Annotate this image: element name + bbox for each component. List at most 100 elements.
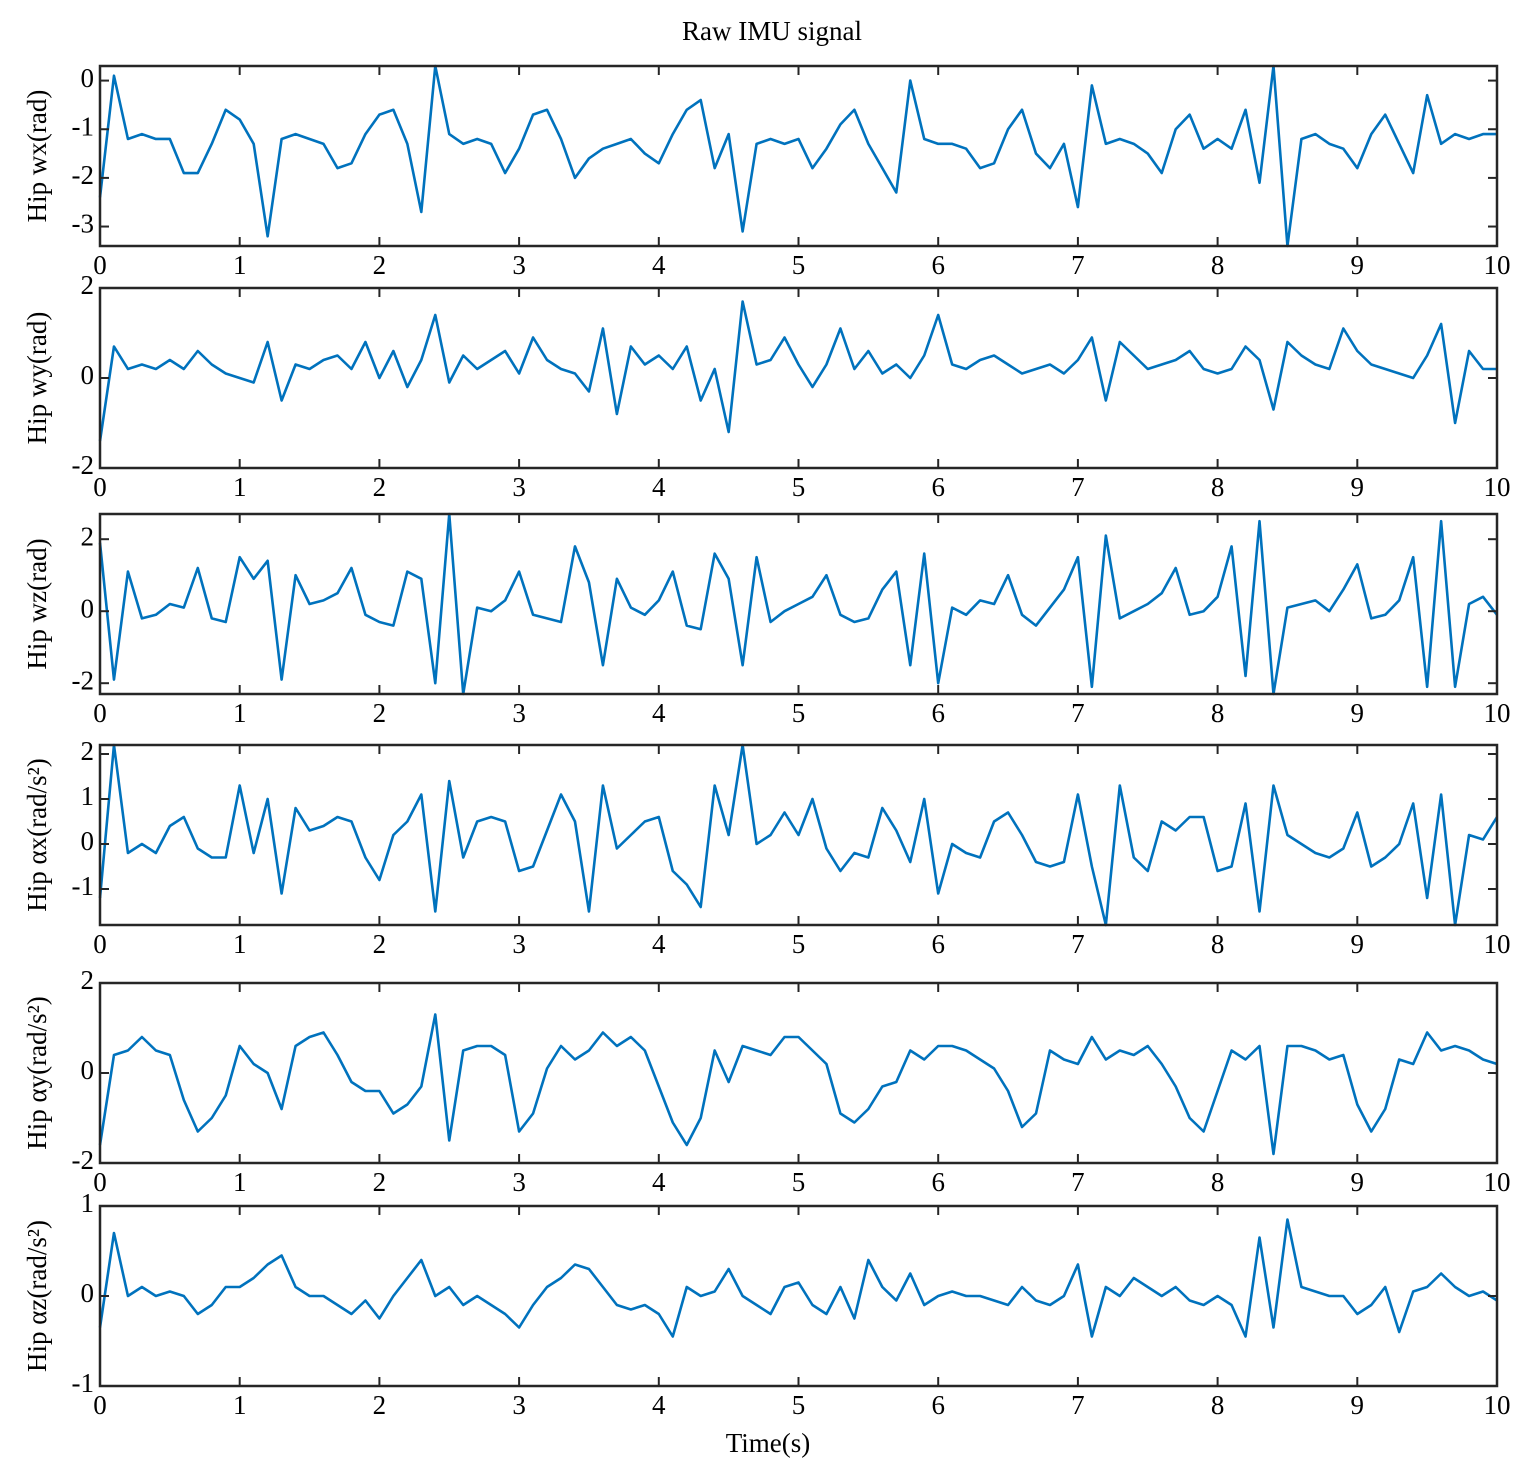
x-tick-label: 10 bbox=[1484, 250, 1511, 280]
x-tick-label: 6 bbox=[931, 929, 945, 959]
x-tick-label: 4 bbox=[652, 1167, 666, 1197]
x-tick-label: 1 bbox=[233, 250, 247, 280]
x-tick-label: 2 bbox=[373, 250, 387, 280]
x-tick-label: 4 bbox=[652, 250, 666, 280]
x-tick-label: 8 bbox=[1211, 472, 1225, 502]
x-tick-label: 5 bbox=[792, 1167, 806, 1197]
x-tick-label: 4 bbox=[652, 929, 666, 959]
x-tick-label: 4 bbox=[652, 698, 666, 728]
x-tick-label: 5 bbox=[792, 472, 806, 502]
x-tick-label: 5 bbox=[792, 698, 806, 728]
x-tick-label: 7 bbox=[1071, 1390, 1085, 1420]
y-tick-label: -1 bbox=[72, 111, 95, 141]
x-tick-label: 5 bbox=[792, 1390, 806, 1420]
y-tick-label: -1 bbox=[72, 1368, 95, 1398]
x-tick-label: 1 bbox=[233, 1390, 247, 1420]
y-axis-label: Hip wy(rad) bbox=[22, 312, 52, 445]
y-tick-label: 0 bbox=[81, 593, 95, 623]
x-tick-label: 3 bbox=[512, 698, 526, 728]
x-tick-label: 9 bbox=[1351, 698, 1365, 728]
x-tick-label: 2 bbox=[373, 1390, 387, 1420]
y-tick-label: 2 bbox=[81, 965, 95, 995]
x-tick-label: 6 bbox=[931, 250, 945, 280]
x-tick-label: 9 bbox=[1351, 472, 1365, 502]
y-tick-label: 2 bbox=[81, 521, 95, 551]
x-tick-label: 0 bbox=[93, 1390, 107, 1420]
x-tick-label: 10 bbox=[1484, 1390, 1511, 1420]
x-tick-label: 10 bbox=[1484, 1167, 1511, 1197]
x-tick-label: 2 bbox=[373, 1167, 387, 1197]
x-tick-label: 7 bbox=[1071, 698, 1085, 728]
x-tick-label: 0 bbox=[93, 472, 107, 502]
x-tick-label: 6 bbox=[931, 698, 945, 728]
x-tick-label: 9 bbox=[1351, 929, 1365, 959]
x-tick-label: 7 bbox=[1071, 1167, 1085, 1197]
y-tick-label: 0 bbox=[81, 1278, 95, 1308]
x-tick-label: 8 bbox=[1211, 698, 1225, 728]
x-tick-label: 10 bbox=[1484, 698, 1511, 728]
y-tick-label: 0 bbox=[81, 63, 95, 93]
x-tick-label: 8 bbox=[1211, 250, 1225, 280]
y-axis-label: Hip wz(rad) bbox=[22, 538, 52, 669]
y-tick-label: -1 bbox=[72, 871, 95, 901]
signal-line bbox=[98, 1013, 1498, 1156]
y-axis-label: Hip αy(rad/s²) bbox=[22, 996, 52, 1149]
x-tick-label: 8 bbox=[1211, 1390, 1225, 1420]
x-axis-label: Time(s) bbox=[726, 1428, 811, 1458]
signal-line bbox=[98, 1218, 1498, 1338]
x-tick-label: 6 bbox=[931, 1390, 945, 1420]
x-tick-label: 0 bbox=[93, 698, 107, 728]
x-tick-label: 1 bbox=[233, 698, 247, 728]
y-tick-label: 2 bbox=[81, 736, 95, 766]
x-tick-label: 1 bbox=[233, 929, 247, 959]
x-tick-label: 9 bbox=[1351, 250, 1365, 280]
x-tick-label: 6 bbox=[931, 1167, 945, 1197]
y-tick-label: 1 bbox=[81, 781, 95, 811]
x-tick-label: 0 bbox=[93, 929, 107, 959]
axes-frame bbox=[98, 64, 1499, 248]
y-tick-label: -2 bbox=[72, 160, 95, 190]
figure-title: Raw IMU signal bbox=[682, 16, 862, 46]
y-tick-label: 0 bbox=[81, 360, 95, 390]
x-tick-label: 3 bbox=[512, 1390, 526, 1420]
x-tick-label: 2 bbox=[373, 698, 387, 728]
y-tick-label: -2 bbox=[72, 665, 95, 695]
x-tick-label: 4 bbox=[652, 1390, 666, 1420]
signal-line bbox=[98, 743, 1499, 927]
x-tick-label: 5 bbox=[792, 929, 806, 959]
y-axis-label: Hip αz(rad/s²) bbox=[22, 1220, 52, 1372]
x-tick-label: 5 bbox=[792, 250, 806, 280]
x-tick-label: 2 bbox=[373, 472, 387, 502]
y-tick-label: -3 bbox=[72, 209, 95, 239]
x-tick-label: 2 bbox=[373, 929, 387, 959]
y-axis-label: Hip wx(rad) bbox=[22, 90, 52, 223]
x-tick-label: 4 bbox=[652, 472, 666, 502]
y-tick-label: 0 bbox=[81, 1055, 95, 1085]
x-tick-label: 0 bbox=[93, 1167, 107, 1197]
x-tick-label: 8 bbox=[1211, 929, 1225, 959]
signal-line bbox=[98, 512, 1499, 696]
x-tick-label: 7 bbox=[1071, 472, 1085, 502]
y-tick-label: -2 bbox=[72, 450, 95, 480]
axes-frame bbox=[98, 981, 1499, 1165]
x-tick-label: 3 bbox=[512, 929, 526, 959]
x-tick-label: 1 bbox=[233, 472, 247, 502]
x-tick-label: 3 bbox=[512, 472, 526, 502]
x-tick-label: 1 bbox=[233, 1167, 247, 1197]
y-tick-label: 0 bbox=[81, 826, 95, 856]
x-tick-label: 9 bbox=[1351, 1390, 1365, 1420]
x-tick-label: 10 bbox=[1484, 472, 1511, 502]
x-tick-label: 7 bbox=[1071, 929, 1085, 959]
signal-line bbox=[98, 64, 1497, 248]
signal-line bbox=[98, 300, 1497, 442]
x-tick-label: 0 bbox=[93, 250, 107, 280]
x-tick-label: 3 bbox=[512, 1167, 526, 1197]
y-tick-label: 2 bbox=[81, 270, 95, 300]
x-tick-label: 9 bbox=[1351, 1167, 1365, 1197]
x-tick-label: 7 bbox=[1071, 250, 1085, 280]
x-tick-label: 10 bbox=[1484, 929, 1511, 959]
y-tick-label: -2 bbox=[72, 1145, 95, 1175]
x-tick-label: 6 bbox=[931, 472, 945, 502]
y-tick-label: 1 bbox=[81, 1188, 95, 1218]
